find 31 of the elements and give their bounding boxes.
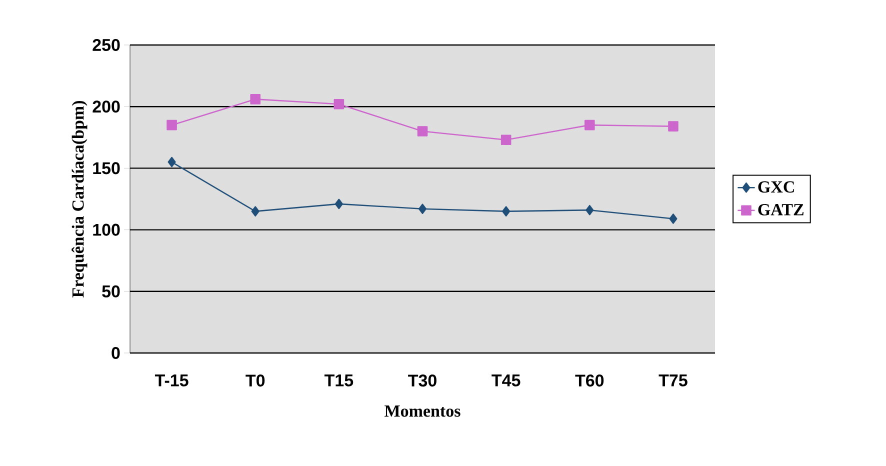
x-axis-title: Momentos <box>384 405 460 417</box>
x-tick-label: T0 <box>246 374 265 387</box>
point <box>586 204 594 216</box>
y-tick-label: 250 <box>92 38 120 52</box>
x-tick-label: T60 <box>575 374 604 387</box>
point <box>584 120 595 130</box>
point <box>168 156 176 168</box>
y-tick-label: 50 <box>102 285 120 298</box>
point <box>251 206 260 216</box>
point <box>250 94 261 104</box>
point <box>500 134 512 146</box>
point <box>334 98 344 110</box>
y-tick-label: 0 <box>112 346 120 360</box>
x-tick-label: T30 <box>408 374 436 387</box>
x-tick-label: T-15 <box>154 374 188 386</box>
point <box>334 198 343 210</box>
point <box>668 121 678 132</box>
legend-label: GXC <box>758 181 794 193</box>
point <box>418 204 427 214</box>
legend-label: GATZ <box>758 204 804 216</box>
point <box>417 126 428 136</box>
point <box>166 120 177 130</box>
point <box>669 214 678 224</box>
x-tick-label: T15 <box>324 374 354 386</box>
point <box>502 206 510 216</box>
y-tick-label: 150 <box>93 162 120 174</box>
x-tick-label: T75 <box>658 374 688 386</box>
y-tick-label: 100 <box>93 224 120 236</box>
y-tick-label: 200 <box>92 100 120 113</box>
y-axis-title: Frequência Cardíaca(bpm) <box>72 100 88 298</box>
x-tick-label: T45 <box>492 374 520 386</box>
